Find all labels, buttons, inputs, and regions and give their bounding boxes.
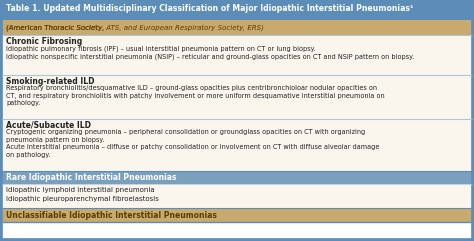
Text: (American Thoracic Society,: (American Thoracic Society,: [6, 24, 107, 31]
Text: Respiratory bronchiolitis/desquamative ILD – ground-glass opacities plus centrib: Respiratory bronchiolitis/desquamative I…: [6, 85, 384, 107]
Text: Chronic Fibrosing: Chronic Fibrosing: [6, 37, 82, 46]
Text: Cryptogenic organizing pneumonia – peripheral consolidation or groundglass opaci: Cryptogenic organizing pneumonia – perip…: [6, 129, 379, 158]
Bar: [2, 2, 472, 20]
Text: Table 1. Updated Multidisciplinary Classification of Major Idiopathic Interstiti: Table 1. Updated Multidisciplinary Class…: [6, 4, 413, 13]
Text: Rare Idiopathic Interstitial Pneumonias: Rare Idiopathic Interstitial Pneumonias: [6, 173, 176, 182]
Bar: [2, 20, 472, 35]
Text: Idiopathic pulmonary fibrosis (IPF) – usual interstitial pneumonia pattern on CT: Idiopathic pulmonary fibrosis (IPF) – us…: [6, 45, 414, 60]
Text: Smoking-related ILD: Smoking-related ILD: [6, 77, 94, 86]
Bar: [2, 184, 472, 208]
Text: Unclassifiable Idiopathic Interstitial Pneumonias: Unclassifiable Idiopathic Interstitial P…: [6, 210, 217, 220]
Text: Idiopathic lymphoid interstitial pneumonia
Idiopathic pleuroparenchymal fibroela: Idiopathic lymphoid interstitial pneumon…: [6, 187, 159, 201]
Text: (American Thoracic Society, ATS, and European Respiratory Society, ERS): (American Thoracic Society, ATS, and Eur…: [6, 24, 264, 31]
Bar: [2, 208, 472, 222]
Bar: [2, 171, 472, 184]
Text: Acute/Subacute ILD: Acute/Subacute ILD: [6, 121, 91, 130]
Bar: [2, 35, 472, 171]
